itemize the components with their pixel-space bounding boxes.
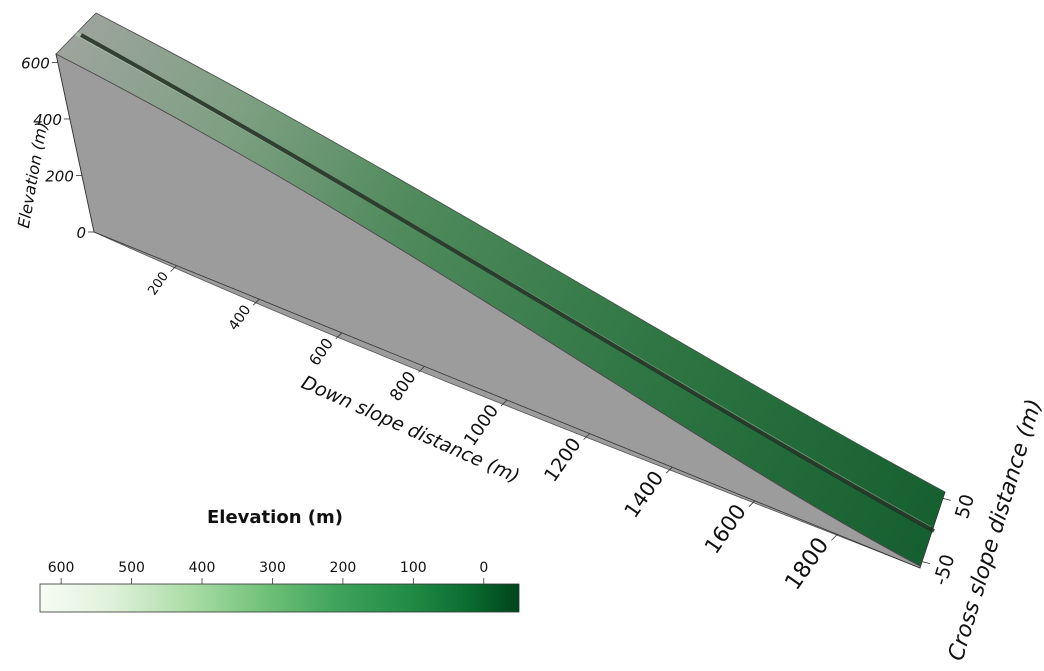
z-tick-label: 400 xyxy=(33,111,62,129)
z-axis-line xyxy=(55,53,95,233)
x-tick-mark xyxy=(418,366,425,373)
z-tick-label: 200 xyxy=(45,168,74,186)
colorbar-title: Elevation (m) xyxy=(207,507,343,528)
x-tick-label: 1800 xyxy=(780,533,834,595)
y-tick-mark xyxy=(921,561,931,565)
x-tick-mark xyxy=(583,433,590,440)
x-tick-mark xyxy=(170,265,177,272)
x-tick-label: 600 xyxy=(305,335,337,369)
x-tick-mark xyxy=(748,500,756,508)
x-tick-label: 400 xyxy=(226,302,255,333)
colorbar-tick-label: 500 xyxy=(118,560,145,576)
y-axis-label: Cross slope distance (m) xyxy=(944,396,1044,664)
x-tick-label: 1400 xyxy=(619,466,668,522)
colorbar-tick-label: 400 xyxy=(189,560,216,576)
colorbar-tick-label: 600 xyxy=(48,560,75,576)
x-tick-label: 800 xyxy=(386,368,420,405)
x-tick-mark xyxy=(252,298,260,306)
x-tick-label: 1200 xyxy=(540,434,586,486)
x-tick-mark xyxy=(831,534,838,541)
channel-line xyxy=(80,33,935,533)
colorbar-ticks: 600 500 400 300 200 100 0 xyxy=(48,560,488,584)
y-axis-line xyxy=(919,491,946,569)
colorbar xyxy=(39,583,520,613)
z-tick-label: 0 xyxy=(76,224,86,242)
x-tick-mark xyxy=(500,399,508,407)
x-tick-mark xyxy=(665,466,673,474)
colorbar-tick-label: 100 xyxy=(400,560,427,576)
x-tick-label: 1600 xyxy=(700,500,752,559)
y-tick-label: 50 xyxy=(951,492,979,522)
colorbar-tick-label: 300 xyxy=(259,560,286,576)
z-axis-ticks: 0 200 400 600 xyxy=(21,55,94,242)
x-tick-label: 200 xyxy=(145,269,172,298)
z-tick-label: 600 xyxy=(21,55,50,73)
colorbar-tick-label: 0 xyxy=(479,560,488,576)
y-tick-label: -50 xyxy=(929,552,959,588)
colorbar-tick-label: 200 xyxy=(330,560,357,576)
y-tick-mark xyxy=(942,497,952,501)
x-tick-mark xyxy=(335,332,343,340)
